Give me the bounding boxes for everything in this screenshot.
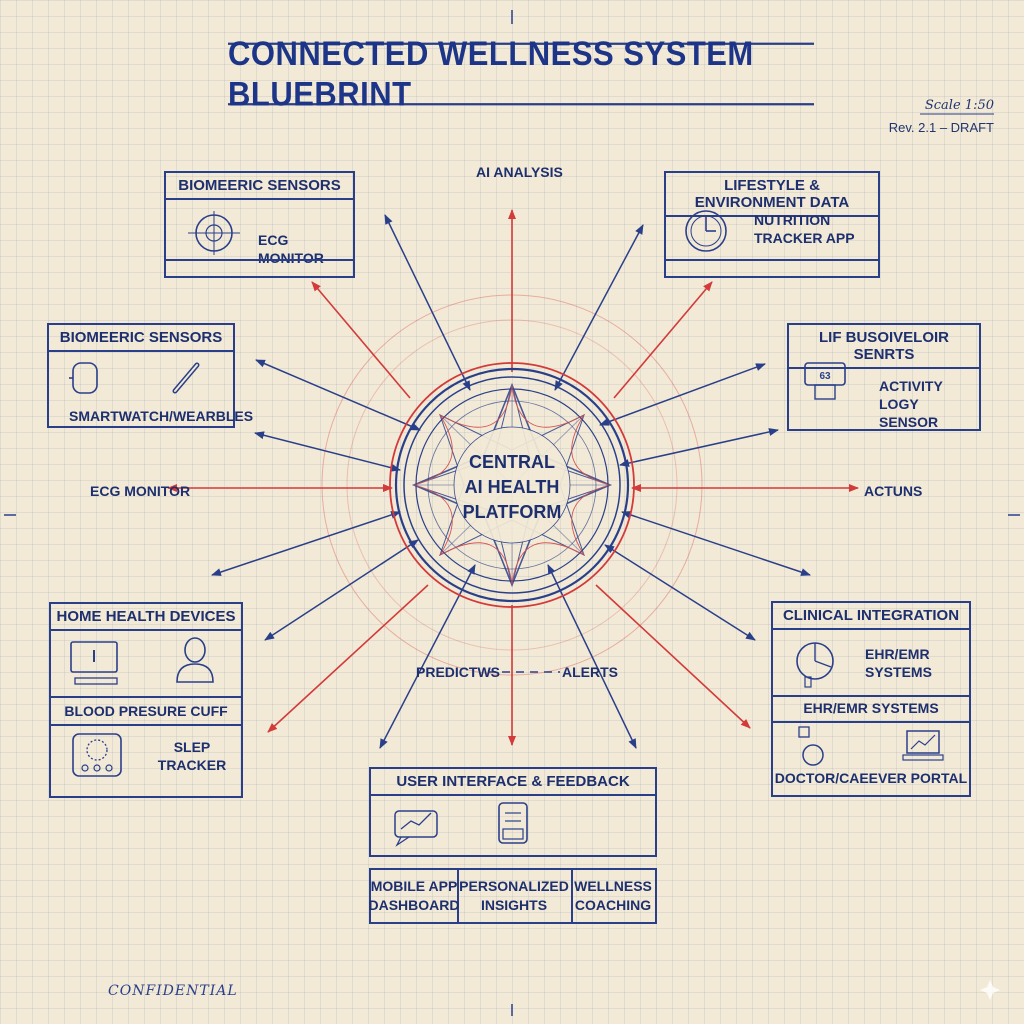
laptop-chart-icon	[902, 730, 944, 761]
home-health-devices-box[interactable]: HOME HEALTH DEVICES BLOOD PRESURE CUFF S…	[49, 602, 243, 798]
activity-sensor-icon: 63	[804, 362, 846, 400]
box-header: BIOMEERIC SENSORS	[49, 325, 233, 352]
clinical-integration-box[interactable]: CLINICAL INTEGRATION EHR/EMR SYSTEMS EHR…	[771, 601, 971, 797]
smartwatch-label: SMARTWATCH/WEARBLES	[69, 408, 254, 424]
lifestyle-sensors-box[interactable]: LIF BUSOIVELOIR SENRTS 63 ACTIVITY LOGY …	[787, 323, 981, 431]
frame-ticks	[4, 10, 1020, 1016]
wellness-coaching-cell[interactable]: WELLNESS COACHING	[574, 878, 652, 913]
lifestyle-environment-box[interactable]: LIFESTYLE & ENVIRONMENT DATA NUTRITION T…	[664, 171, 880, 278]
sleep-tracker-icon	[72, 733, 122, 777]
ecg-monitor-label: ECG MONITOR	[258, 232, 324, 266]
confidential-stamp: CONFIDENTIAL	[108, 983, 238, 999]
emr-systems-label: EHR/EMR SYSTEMS	[865, 646, 932, 680]
person-icon	[176, 637, 214, 683]
actions-label: ACTUNS	[864, 483, 923, 499]
box-header: HOME HEALTH DEVICES	[51, 604, 241, 631]
predictions-label: PREDICTWS	[416, 664, 500, 680]
ecg-target-icon	[188, 211, 240, 255]
mobile-app-dashboard-cell[interactable]: MOBILE APP DASHBOARD	[369, 870, 460, 922]
user-interface-box[interactable]: USER INTERFACE & FEEDBACK	[369, 767, 657, 857]
hub-line-1: CENTRAL	[469, 452, 555, 472]
hub-line-2: AI HEALTH	[464, 477, 560, 497]
pie-chart-icon	[796, 642, 834, 688]
scale-note: Scale 1:50	[924, 98, 994, 113]
biometric-sensors-top-box[interactable]: BIOMEERIC SENSORS ECG MONITOR	[164, 171, 355, 278]
activity-sensor-badge: 63	[819, 371, 831, 382]
portal-label: DOCTOR/CAEEVER PORTAL	[774, 770, 968, 786]
biometric-sensors-mid-box[interactable]: BIOMEERIC SENSORS SMARTWATCH/WEARBLES	[47, 323, 253, 428]
page-title: CONNECTED WELLNESS SYSTEM BLUEBRINT	[228, 34, 814, 113]
alerts-label: ALERTS	[562, 664, 618, 680]
sleep-tracker-label: SLEP TRACKER	[157, 739, 227, 773]
hub-center-disc	[453, 426, 571, 544]
hub-label: CENTRAL AI HEALTH PLATFORM	[452, 450, 572, 525]
box-header: LIFESTYLE & ENVIRONMENT DATA	[666, 173, 878, 217]
chat-chart-icon	[394, 810, 438, 847]
blue-arrows	[211, 214, 811, 749]
personalized-insights-cell[interactable]: PERSONALIZED INSIGHTS	[457, 870, 573, 922]
sparkle-icon	[980, 980, 1000, 1000]
hub-line-3: PLATFORM	[462, 502, 562, 522]
ecg-monitor-side-label: ECG MONITOR	[90, 483, 191, 499]
activity-sensor-label: ACTIVITY LOGY SENSOR	[879, 378, 943, 430]
clock-icon	[685, 210, 727, 252]
user-interface-cells: MOBILE APP DASHBOARD PERSONALIZED INSIGHTS…	[369, 868, 657, 924]
box-header: USER INTERFACE & FEEDBACK	[371, 769, 655, 796]
blood-pressure-cuff-label: BLOOD PRESURE CUFF	[64, 703, 228, 719]
emr-systems-subheader: EHR/EMR SYSTEMS	[803, 700, 939, 716]
doctor-icon	[798, 726, 824, 766]
monitor-icon	[70, 641, 118, 685]
box-header: CLINICAL INTEGRATION	[773, 603, 969, 630]
box-header: LIF BUSOIVELOIR SENRTS	[789, 325, 979, 369]
device-icon	[498, 802, 528, 844]
revision-note: Rev. 2.1 – DRAFT	[888, 120, 994, 135]
thermometer-icon	[172, 362, 200, 394]
smartwatch-icon	[69, 362, 98, 394]
box-header: BIOMEERIC SENSORS	[166, 173, 353, 200]
ai-analysis-label: AI ANALYSIS	[476, 164, 563, 180]
nutrition-label: NUTRITION TRACKER APP	[754, 212, 855, 246]
